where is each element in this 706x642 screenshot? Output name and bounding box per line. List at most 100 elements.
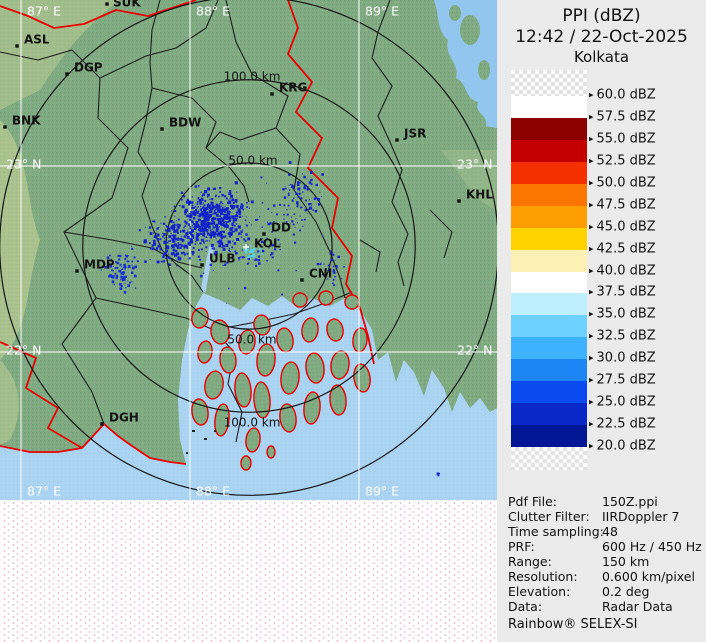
svg-text:50.0 km: 50.0 km: [227, 333, 276, 347]
legend-entry: ▸ 37.5 dBZ: [589, 285, 656, 300]
info-label: Clutter Filter:: [508, 509, 590, 524]
svg-text:ULB: ULB: [209, 252, 236, 266]
legend-entry-label: 27.5 dBZ: [596, 372, 656, 388]
radar-echoes: [100, 161, 440, 477]
legend-entry-label: 47.5 dBZ: [596, 197, 656, 213]
legend-swatch: [511, 139, 587, 163]
legend-entry: ▸ 40.0 dBZ: [589, 263, 656, 278]
legend-entry: ▸ 57.5 dBZ: [589, 109, 656, 124]
legend-tick-icon: ▸: [589, 309, 594, 320]
svg-text:23° N: 23° N: [457, 157, 492, 172]
svg-text:DGP: DGP: [74, 61, 103, 75]
legend-entry-label: 60.0 dBZ: [596, 87, 656, 103]
legend-swatch: [511, 205, 587, 229]
radar-map-display[interactable]: 87° E 87° E 88° E 88° E 89° E 89° E 23° N 23° N…: [0, 0, 499, 500]
legend-tick-icon: ▸: [589, 156, 594, 167]
legend-tick-icon: ▸: [589, 397, 594, 408]
dbz-color-legend: ▸ 60.0 dBZ ▸ 57.5 dBZ ▸ 55.0 dBZ ▸ 52.5 dBZ ▸ 50.…: [511, 70, 706, 480]
svg-text:CNI: CNI: [309, 267, 332, 281]
svg-text:89° E: 89° E: [365, 4, 399, 19]
legend-entry: ▸ 25.0 dBZ: [589, 395, 656, 410]
svg-text:BNK: BNK: [12, 114, 41, 128]
info-row: Range: 150 km: [508, 554, 704, 569]
svg-text:23° N: 23° N: [6, 157, 41, 172]
title-block: PPI (dBZ) 12:42 / 22-Oct-2025 Kolkata: [497, 6, 706, 67]
legend-entry-label: 25.0 dBZ: [596, 394, 656, 410]
map-labels: 100.0 km 50.0 km 50.0 km 100.0 km SUK ASL DGP B…: [3, 0, 493, 430]
info-row: Resolution: 0.600 km/pixel: [508, 569, 704, 584]
legend-entry: ▸ 50.0 dBZ: [589, 175, 656, 190]
info-value: 600 Hz / 450 Hz: [602, 539, 702, 554]
info-value: 0.2 deg: [602, 584, 650, 599]
legend-tick-icon: ▸: [589, 244, 594, 255]
legend-tick-icon: ▸: [589, 266, 594, 276]
legend-entry: ▸ 52.5 dBZ: [589, 153, 656, 168]
legend-tick-icon: ▸: [589, 419, 594, 430]
legend-entry: ▸ 60.0 dBZ: [589, 88, 656, 103]
legend-swatch: [511, 447, 587, 470]
legend-entry: ▸ 45.0 dBZ: [589, 219, 656, 234]
svg-text:22° N: 22° N: [6, 343, 41, 358]
legend-swatch: [511, 271, 587, 295]
legend-swatch: [511, 70, 587, 96]
legend-entry: ▸ 55.0 dBZ: [589, 131, 656, 146]
info-label: Pdf File:: [508, 494, 557, 509]
legend-entry-label: 22.5 dBZ: [596, 416, 656, 432]
svg-text:89° E: 89° E: [365, 484, 399, 499]
legend-entry-label: 42.5 dBZ: [596, 241, 656, 257]
info-value: 0.600 km/pixel: [602, 569, 695, 584]
product-title: PPI (dBZ): [562, 6, 641, 26]
info-label: Time sampling:: [508, 524, 604, 539]
canvas-background: [0, 500, 497, 642]
legend-tick-icon: ▸: [589, 331, 594, 342]
legend-swatch: [511, 403, 587, 426]
svg-text:88° E: 88° E: [196, 484, 230, 499]
legend-swatch: [511, 96, 587, 119]
info-label: Range:: [508, 554, 552, 569]
svg-text:KRG: KRG: [279, 81, 307, 95]
legend-swatch: [511, 359, 587, 382]
svg-text:22° N: 22° N: [457, 343, 492, 358]
legend-tick-icon: ▸: [589, 90, 594, 101]
rivers-top-right: [434, 0, 497, 128]
legend-tick-icon: ▸: [589, 353, 594, 364]
info-label: PRF:: [508, 539, 535, 554]
info-value: 48: [602, 524, 618, 539]
legend-entry-label: 52.5 dBZ: [596, 153, 656, 169]
station-name: Kolkata: [573, 48, 630, 67]
svg-text:JSR: JSR: [403, 127, 426, 141]
legend-swatch: [511, 293, 587, 316]
legend-entry-label: 45.0 dBZ: [596, 219, 656, 235]
legend-swatch: [511, 227, 587, 251]
legend-entry: ▸ 30.0 dBZ: [589, 351, 656, 366]
svg-text:DD: DD: [271, 221, 291, 235]
legend-swatch: [511, 381, 587, 404]
legend-entry: ▸ 32.5 dBZ: [589, 329, 656, 344]
legend-swatch: [511, 337, 587, 360]
legend-tick-icon: ▸: [589, 375, 594, 386]
info-row: Time sampling: 48: [508, 524, 704, 539]
svg-text:87° E: 87° E: [27, 4, 61, 19]
svg-text:50.0 km: 50.0 km: [228, 154, 277, 168]
info-row: PRF: 600 Hz / 450 Hz: [508, 539, 704, 554]
info-label: Elevation:: [508, 584, 571, 599]
svg-text:DGH: DGH: [109, 411, 139, 425]
info-label: Data:: [508, 599, 543, 614]
legend-entry-label: 37.5 dBZ: [596, 284, 656, 300]
info-value: Radar Data: [602, 599, 673, 614]
legend-swatch: [511, 249, 587, 273]
svg-text:87° E: 87° E: [27, 484, 61, 499]
scan-info-block: Pdf File: 150Z.ppi Clutter Filter: IIRDoppl…: [508, 494, 704, 614]
legend-swatch: [511, 315, 587, 338]
legend-tick-icon: ▸: [589, 222, 594, 233]
svg-text:SUK: SUK: [113, 0, 141, 10]
legend-tick-icon: ▸: [589, 178, 594, 189]
radar-map-svg[interactable]: 87° E 87° E 88° E 88° E 89° E 89° E 23° N 23° N…: [0, 0, 499, 500]
legend-swatch: [511, 425, 587, 448]
info-row: Pdf File: 150Z.ppi: [508, 494, 704, 509]
info-value: 150Z.ppi: [602, 494, 658, 509]
legend-tick-icon: ▸: [589, 134, 594, 145]
info-label: Resolution:: [508, 569, 578, 584]
legend-entry-label: 35.0 dBZ: [596, 306, 656, 322]
legend-swatch: [511, 161, 587, 185]
